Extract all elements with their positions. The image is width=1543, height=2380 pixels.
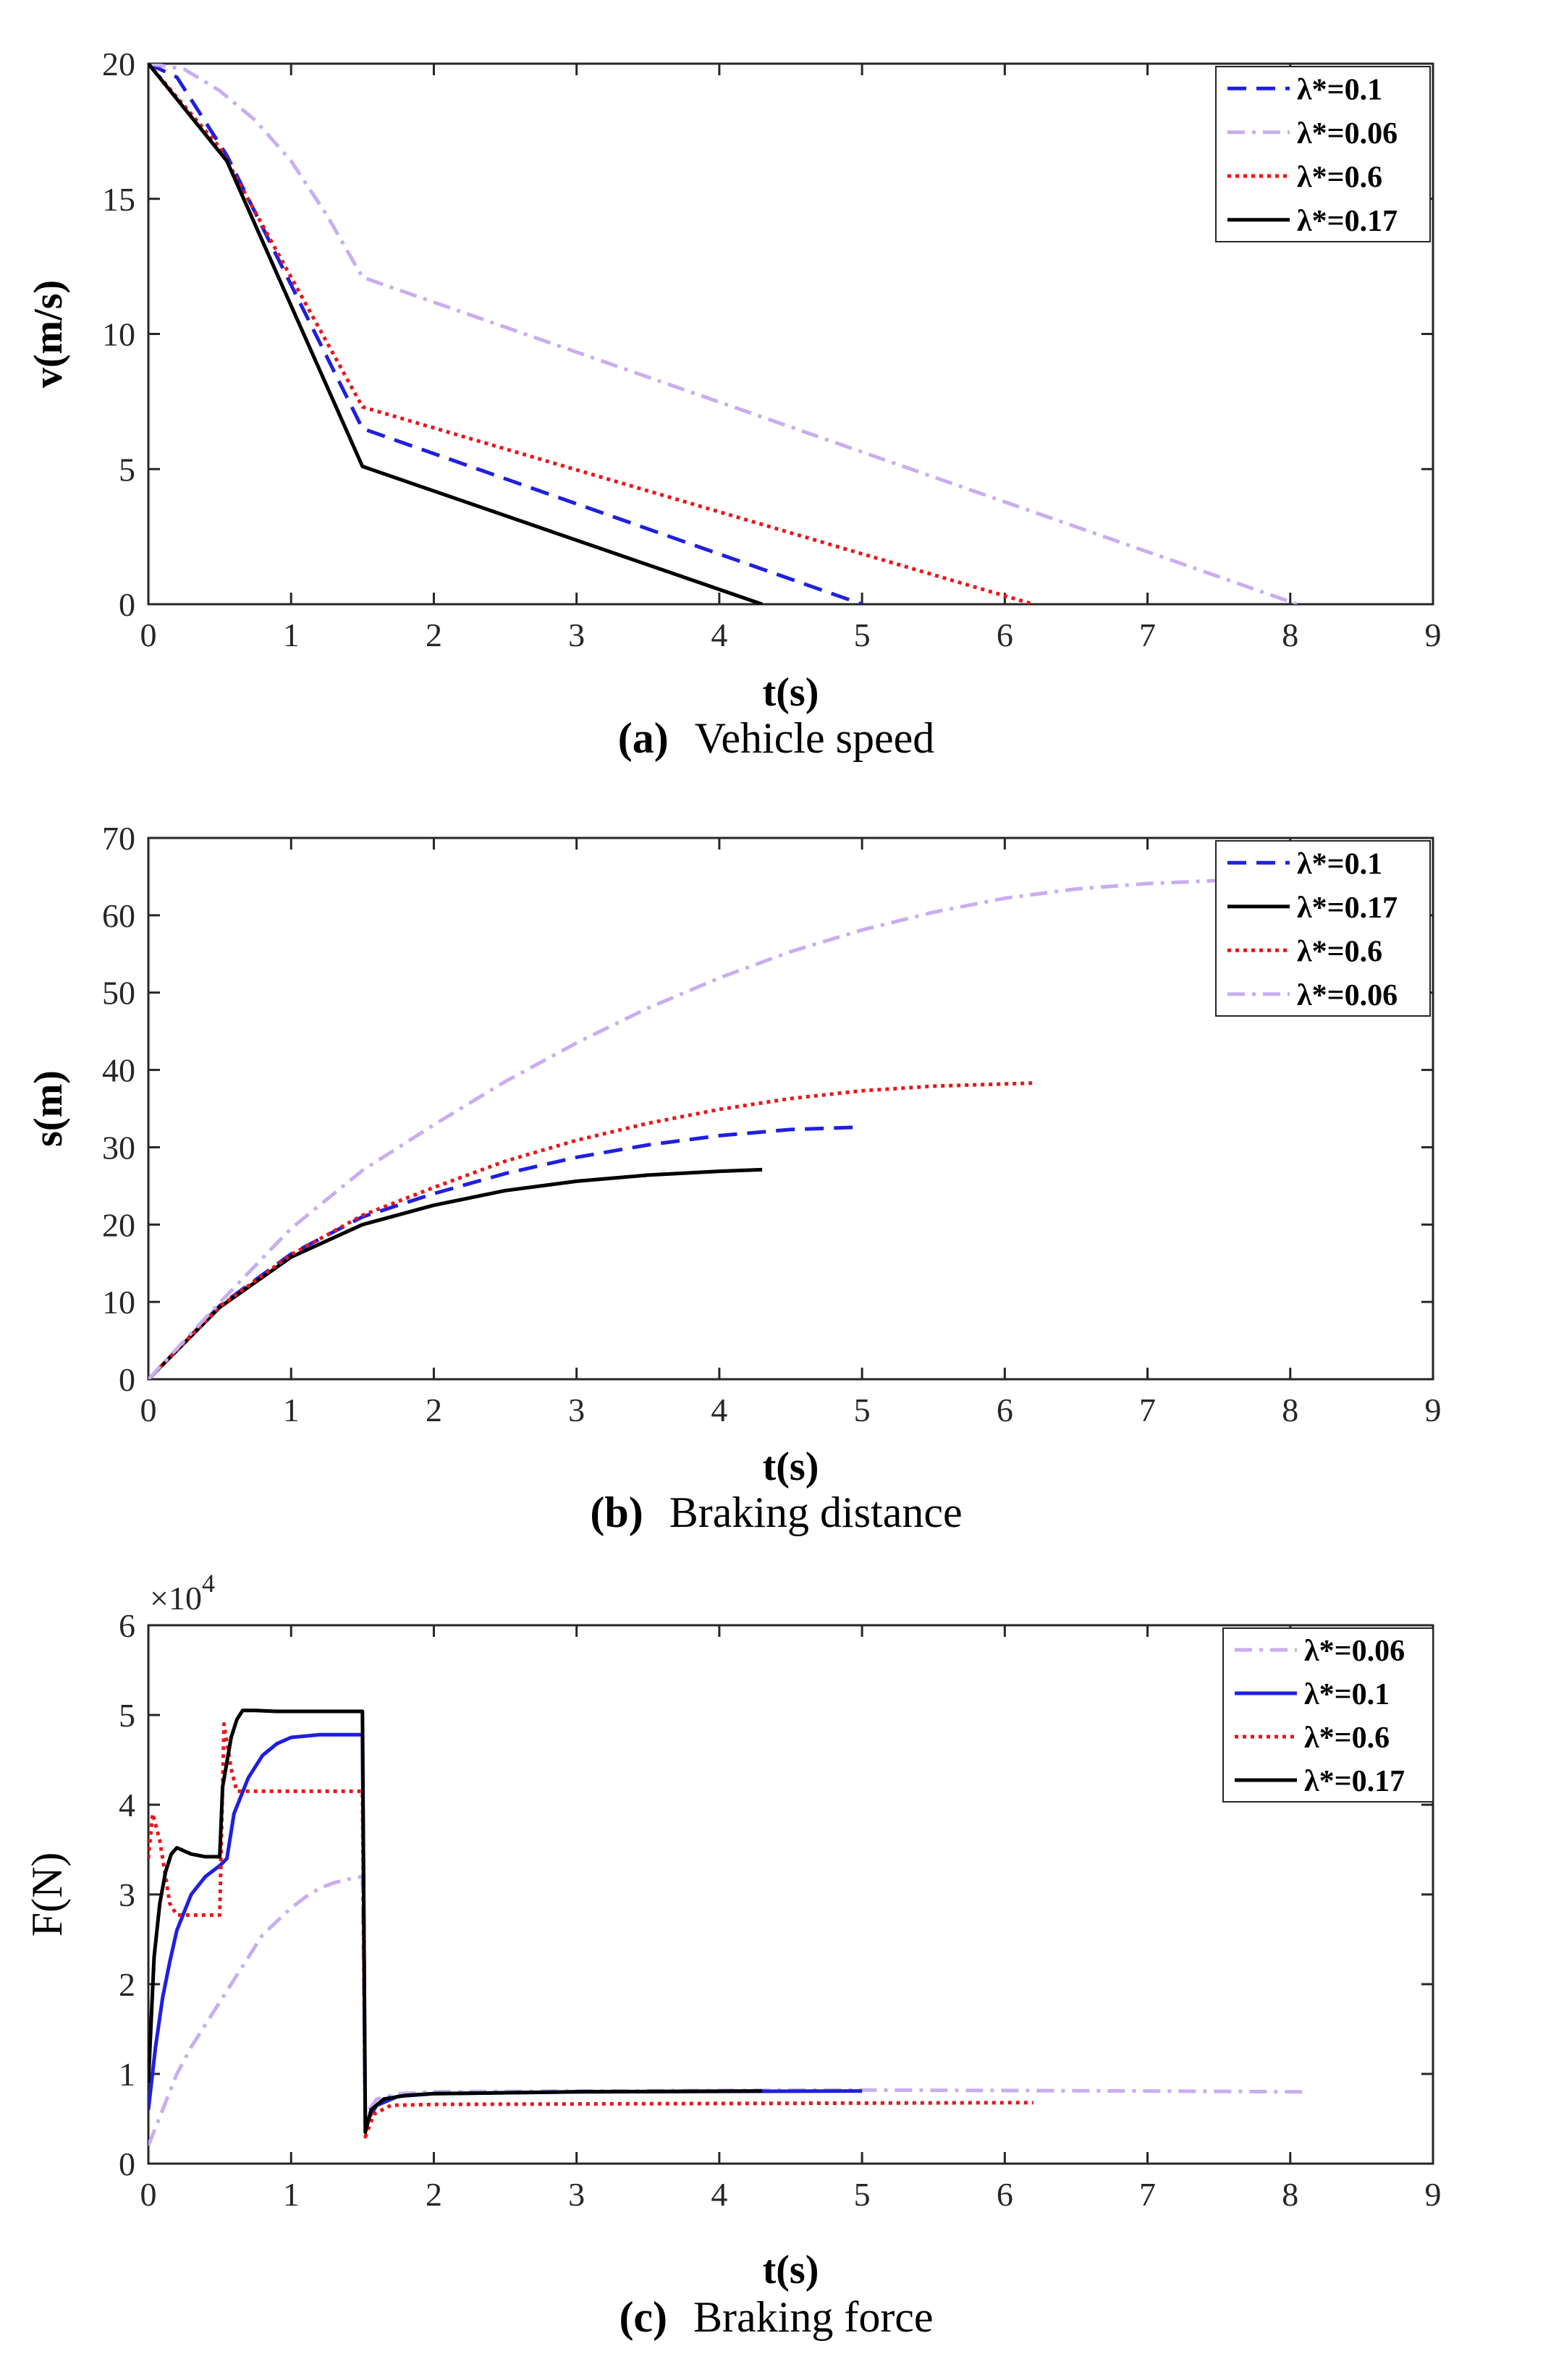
y-tick-label: 1: [119, 2056, 135, 2093]
series-line-3: [148, 1081, 1033, 1379]
legend-entry: λ*=0.17: [1297, 892, 1398, 925]
legend-entry: λ*=0.6: [1304, 1722, 1390, 1755]
y-tick-label: 20: [102, 1206, 135, 1243]
x-tick-label: 6: [997, 617, 1013, 653]
y-tick-label: 20: [102, 46, 135, 82]
x-tick-label: 3: [568, 1392, 585, 1428]
x-tick-label: 4: [711, 1392, 727, 1428]
x-tick-label: 3: [568, 2176, 585, 2213]
legend: λ*=0.1 λ*=0.06 λ*=0.6 λ*=0.17: [1215, 66, 1431, 242]
y-tick-label: 40: [102, 1052, 135, 1089]
y-axis-label: F(N): [23, 1852, 71, 1937]
x-tick-label: 7: [1139, 2176, 1156, 2213]
x-tick-label: 1: [283, 2176, 300, 2213]
y-tick-label: 0: [119, 586, 135, 623]
x-tick-label: 3: [568, 617, 585, 653]
panel-caption: (c) Braking force: [619, 2293, 933, 2341]
legend-entry: λ*=0.17: [1304, 1765, 1405, 1798]
x-tick-label: 4: [711, 617, 727, 653]
x-tick-label: 6: [997, 1392, 1013, 1428]
x-tick-label: 2: [426, 2176, 442, 2213]
legend-box: [1215, 66, 1431, 242]
x-tick-label: 2: [426, 617, 442, 653]
panel-caption: (b) Braking distance: [590, 1488, 962, 1536]
caption-label: (b): [590, 1488, 643, 1536]
series-line-1: [148, 64, 863, 604]
y-tick-label: 10: [102, 316, 135, 353]
x-tick-label: 5: [854, 617, 871, 653]
caption-text: Vehicle speed: [695, 714, 935, 762]
x-tick-label: 8: [1282, 2176, 1298, 2213]
y-multiplier-exponent: 4: [202, 1569, 215, 1598]
legend-box: [1222, 1627, 1434, 1803]
x-tick-label: 4: [711, 2176, 727, 2213]
y-tick-label: 10: [102, 1284, 135, 1321]
x-tick-label: 9: [1425, 1392, 1442, 1428]
y-tick-label: 30: [102, 1129, 135, 1166]
series-line-4: [148, 64, 763, 604]
legend-entry: λ*=0.06: [1297, 117, 1398, 151]
x-tick-label: 0: [140, 1392, 157, 1428]
legend: λ*=0.1 λ*=0.17 λ*=0.6 λ*=0.06: [1215, 840, 1431, 1017]
y-tick-label: 15: [102, 181, 135, 218]
caption-label: (c): [619, 2293, 667, 2341]
y-multiplier: ×104: [150, 1569, 215, 1617]
x-tick-label: 0: [140, 2176, 157, 2213]
x-tick-label: 5: [854, 2176, 871, 2213]
x-tick-label: 1: [283, 1392, 300, 1428]
series-line-2: [148, 64, 1298, 604]
legend-entry: λ*=0.1: [1297, 73, 1382, 106]
legend-entry: λ*=0.1: [1304, 1678, 1390, 1711]
x-tick-label: 8: [1282, 617, 1298, 653]
y-tick-label: 0: [119, 2146, 135, 2182]
series-line-3: [148, 1722, 1033, 2139]
y-tick-label: 70: [102, 820, 135, 857]
x-tick-label: 5: [854, 1392, 871, 1428]
legend-entry: λ*=0.6: [1297, 161, 1382, 194]
x-tick-label: 8: [1282, 1392, 1298, 1428]
series-line-4: [148, 1708, 763, 2135]
y-tick-label: 6: [119, 1607, 135, 1644]
chart-panel-c: 0 1 2 3 4 5 6 7 8 90123456×104t(s)F(N)λ*=0.06λ*=0…: [23, 1569, 1442, 2341]
legend-entry: λ*=0.1: [1297, 847, 1382, 881]
x-tick-label: 6: [997, 2176, 1013, 2213]
caption-text: Braking force: [693, 2293, 934, 2341]
y-multiplier-base: ×10: [150, 1580, 202, 1617]
legend-box: [1215, 840, 1431, 1017]
series-line-4: [148, 878, 1219, 1379]
y-tick-label: 50: [102, 975, 135, 1012]
caption-label: (a): [618, 714, 669, 762]
caption-text: Braking distance: [669, 1488, 963, 1536]
x-tick-label: 9: [1425, 617, 1442, 653]
y-tick-label: 2: [119, 1966, 135, 2003]
y-tick-label: 60: [102, 897, 135, 934]
chart-panel-b: 0 1 2 3 4 5 6 7 8 9010203040506070t(s)s(m)λ*=0.1λ…: [26, 820, 1442, 1536]
y-tick-label: 3: [119, 1876, 135, 1913]
panel-caption: (a) Vehicle speed: [618, 714, 935, 762]
legend: λ*=0.06 λ*=0.1 λ*=0.6 λ*=0.17: [1222, 1627, 1434, 1803]
x-axis-label: t(s): [763, 670, 819, 715]
legend-entry: λ*=0.17: [1297, 205, 1398, 238]
series-line-3: [148, 64, 1034, 604]
chart-panel-a: 0 1 2 3 4 5 6 7 8 9 0 5 10 15 20 t(s) v(m/s) λ*=0.1 λ*=0.0…: [26, 46, 1442, 762]
x-tick-label: 0: [140, 617, 157, 653]
x-tick-label: 7: [1139, 1392, 1156, 1428]
y-tick-label: 4: [119, 1787, 135, 1824]
x-axis-label: t(s): [763, 1444, 819, 1489]
y-tick-label: 5: [119, 1697, 135, 1734]
y-tick-label: 5: [119, 451, 135, 488]
x-tick-label: 2: [426, 1392, 442, 1428]
x-tick-label: 9: [1425, 2176, 1442, 2213]
y-axis-label: v(m/s): [26, 280, 71, 388]
y-axis-label: s(m): [26, 1070, 71, 1147]
x-axis-label: t(s): [763, 2248, 819, 2292]
y-tick-label: 0: [119, 1361, 135, 1398]
x-tick-label: 7: [1139, 617, 1156, 653]
series-line-2: [148, 1732, 863, 2125]
legend-entry: λ*=0.6: [1297, 935, 1382, 968]
legend-entry: λ*=0.06: [1304, 1635, 1405, 1668]
x-tick-label: 1: [283, 617, 300, 653]
legend-entry: λ*=0.06: [1297, 979, 1398, 1012]
